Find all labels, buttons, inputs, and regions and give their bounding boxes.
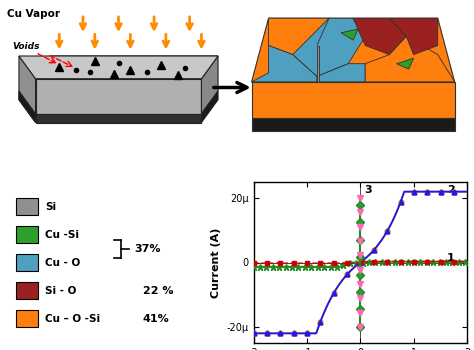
FancyBboxPatch shape	[16, 198, 38, 215]
Polygon shape	[252, 46, 317, 82]
Polygon shape	[252, 18, 455, 82]
Y-axis label: Current (A): Current (A)	[211, 227, 221, 298]
Text: Cu -Si: Cu -Si	[45, 230, 79, 240]
Polygon shape	[390, 18, 438, 55]
Text: Cu Vapor: Cu Vapor	[7, 9, 60, 19]
Text: Cu – O -Si: Cu – O -Si	[45, 314, 100, 323]
Text: Cu - O: Cu - O	[45, 258, 80, 268]
Polygon shape	[19, 56, 218, 79]
Polygon shape	[36, 114, 201, 122]
Polygon shape	[19, 56, 36, 122]
Polygon shape	[201, 91, 218, 122]
FancyBboxPatch shape	[16, 282, 38, 299]
Polygon shape	[268, 18, 329, 55]
Polygon shape	[317, 64, 365, 82]
Polygon shape	[252, 82, 455, 118]
Text: 37%: 37%	[134, 244, 161, 254]
Polygon shape	[341, 29, 358, 40]
Polygon shape	[317, 46, 319, 82]
Text: 2: 2	[447, 185, 455, 195]
Text: 41%: 41%	[143, 314, 170, 323]
Text: Voids: Voids	[12, 42, 39, 51]
Polygon shape	[365, 36, 455, 82]
Polygon shape	[397, 58, 413, 69]
Polygon shape	[252, 118, 455, 131]
Text: Si: Si	[45, 202, 56, 212]
FancyBboxPatch shape	[16, 310, 38, 327]
Text: 1: 1	[447, 253, 455, 262]
FancyBboxPatch shape	[16, 226, 38, 243]
Polygon shape	[201, 56, 218, 114]
Polygon shape	[36, 79, 201, 114]
Polygon shape	[317, 18, 329, 46]
Polygon shape	[36, 56, 218, 79]
Polygon shape	[19, 91, 36, 122]
FancyBboxPatch shape	[16, 254, 38, 271]
Text: 22 %: 22 %	[143, 286, 173, 295]
Text: Si - O: Si - O	[45, 286, 76, 295]
Polygon shape	[353, 18, 406, 55]
Polygon shape	[292, 18, 365, 76]
Text: 3: 3	[365, 185, 372, 195]
